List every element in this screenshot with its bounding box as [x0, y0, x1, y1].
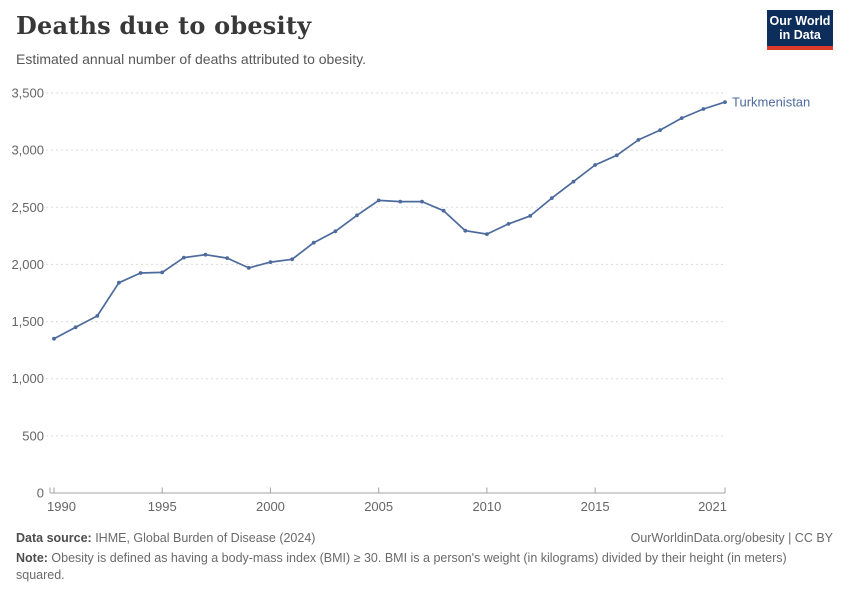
data-point[interactable]: [614, 153, 619, 158]
x-tick-label: 2005: [364, 499, 393, 514]
data-point[interactable]: [636, 138, 641, 142]
data-source-label: Data source:: [16, 531, 92, 545]
data-point[interactable]: [701, 107, 706, 111]
page-title: Deaths due to obesity: [16, 11, 312, 40]
data-point[interactable]: [95, 314, 100, 318]
data-point[interactable]: [355, 213, 359, 218]
data-point[interactable]: [138, 271, 143, 275]
data-point[interactable]: [398, 199, 403, 204]
x-tick-label: 2000: [256, 499, 285, 514]
data-point[interactable]: [290, 257, 294, 262]
data-point[interactable]: [658, 128, 662, 133]
x-tick-label: 2021: [698, 499, 727, 514]
y-tick-label: 2,500: [11, 200, 44, 215]
series-end-label[interactable]: Turkmenistan: [732, 95, 810, 110]
data-point[interactable]: [463, 228, 468, 233]
data-point[interactable]: [593, 163, 597, 167]
x-tick-label: 1990: [47, 499, 76, 514]
x-tick-label: 1995: [148, 499, 177, 514]
y-tick-label: 2,000: [11, 257, 44, 272]
data-point[interactable]: [246, 266, 251, 270]
data-point[interactable]: [52, 336, 56, 341]
x-tick-label: 2010: [472, 499, 501, 514]
data-point[interactable]: [268, 260, 273, 264]
attribution-link[interactable]: OurWorldinData.org/obesity | CC BY: [630, 531, 833, 545]
data-point[interactable]: [441, 208, 446, 213]
x-tick-label: 2015: [581, 499, 610, 514]
data-point[interactable]: [571, 179, 576, 184]
owid-logo-line2: in Data: [779, 28, 821, 42]
data-point[interactable]: [333, 229, 338, 234]
data-point[interactable]: [182, 255, 186, 260]
data-point[interactable]: [73, 325, 78, 330]
note-label: Note:: [16, 550, 48, 565]
data-point[interactable]: [485, 232, 489, 237]
y-tick-label: 1,500: [11, 314, 44, 329]
series-line[interactable]: [53, 101, 726, 340]
owid-logo[interactable]: Our World in Data: [767, 10, 833, 50]
data-point[interactable]: [549, 196, 554, 201]
y-tick-label: 0: [37, 486, 44, 501]
data-point[interactable]: [225, 256, 230, 260]
data-source: Data source: IHME, Global Burden of Dise…: [16, 530, 315, 548]
y-tick-label: 1,000: [11, 371, 44, 386]
data-point[interactable]: [376, 198, 381, 203]
page-subtitle: Estimated annual number of deaths attrib…: [16, 50, 366, 67]
chart-header: Deaths due to obesity Estimated annual n…: [16, 11, 366, 68]
note-value: Obesity is defined as having a body-mass…: [16, 550, 787, 583]
data-point[interactable]: [117, 280, 121, 285]
owid-logo-line1: Our World: [769, 14, 831, 28]
chart-footer: Data source: IHME, Global Burden of Dise…: [16, 530, 833, 585]
data-point[interactable]: [723, 100, 727, 104]
note: Note: Obesity is defined as having a bod…: [16, 550, 822, 585]
data-point[interactable]: [528, 214, 533, 218]
data-point[interactable]: [506, 222, 511, 226]
data-source-value: IHME, Global Burden of Disease (2024): [91, 531, 316, 545]
data-point[interactable]: [160, 270, 165, 275]
data-point[interactable]: [420, 199, 424, 204]
y-tick-label: 500: [22, 428, 44, 443]
y-tick-label: 3,500: [11, 86, 44, 101]
data-point[interactable]: [311, 240, 316, 245]
data-point[interactable]: [679, 116, 684, 120]
data-point[interactable]: [203, 252, 208, 257]
y-tick-label: 3,000: [11, 143, 44, 158]
